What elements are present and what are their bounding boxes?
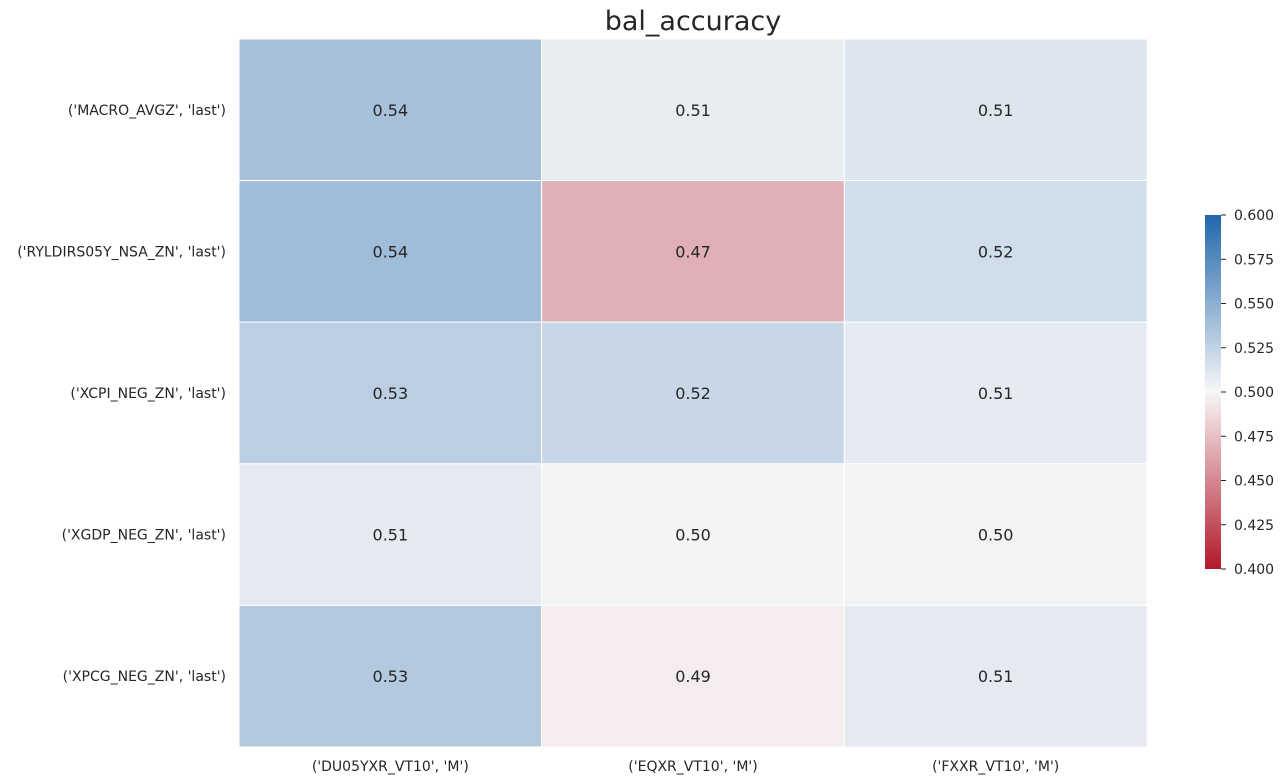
colorbar-tick-label: 0.600 xyxy=(1234,208,1274,224)
heatmap-cells xyxy=(238,38,1148,748)
colorbar-gradient xyxy=(1205,215,1221,569)
cell-value-label: 0.49 xyxy=(675,667,711,686)
y-tick-labels: ('MACRO_AVGZ', 'last') ('RYLDIRS05Y_NSA_Z… xyxy=(17,103,226,685)
heatmap-cell xyxy=(238,321,543,465)
x-tick-label: ('DU05YXR_VT10', 'M') xyxy=(312,759,469,775)
x-tick-label: ('FXXR_VT10', 'M') xyxy=(932,759,1059,775)
heatmap-cell xyxy=(238,38,543,182)
cell-value-label: 0.50 xyxy=(675,526,711,545)
x-tick-labels: ('DU05YXR_VT10', 'M') ('EQXR_VT10', 'M') (… xyxy=(312,759,1059,775)
heatmap-cell xyxy=(843,463,1148,606)
colorbar-tick-label: 0.475 xyxy=(1234,429,1274,445)
y-tick-label: ('RYLDIRS05Y_NSA_ZN', 'last') xyxy=(17,244,226,260)
cell-value-label: 0.51 xyxy=(978,101,1014,120)
cell-value-label: 0.53 xyxy=(373,667,409,686)
y-tick-label: ('MACRO_AVGZ', 'last') xyxy=(68,103,226,119)
cell-value-label: 0.52 xyxy=(978,242,1014,261)
heatmap-cell xyxy=(238,604,543,748)
heatmap-cell xyxy=(541,38,845,182)
cell-value-label: 0.52 xyxy=(675,384,711,403)
cell-annotations: 0.54 0.51 0.51 0.54 0.47 0.52 0.53 0.52 0.51 0.51… xyxy=(373,101,1014,686)
colorbar-tick-label: 0.575 xyxy=(1234,252,1274,268)
x-tick-label: ('EQXR_VT10', 'M') xyxy=(628,759,757,775)
colorbar-tick-label: 0.500 xyxy=(1234,385,1274,401)
y-tick-label: ('XPCG_NEG_ZN', 'last') xyxy=(63,669,226,685)
colorbar-tick-label: 0.425 xyxy=(1234,518,1274,534)
chart-title: bal_accuracy xyxy=(605,6,782,37)
heatmap-cell xyxy=(541,321,845,465)
heatmap-cell xyxy=(541,180,845,323)
heatmap-cell xyxy=(843,604,1148,748)
colorbar-tick-label: 0.550 xyxy=(1234,297,1274,313)
cell-value-label: 0.54 xyxy=(373,101,409,120)
colorbar-tick-label: 0.525 xyxy=(1234,341,1274,357)
cell-value-label: 0.53 xyxy=(373,384,409,403)
colorbar: 0.400 0.425 0.450 0.475 0.500 0.525 0.550 0.575… xyxy=(1205,208,1274,578)
cell-value-label: 0.51 xyxy=(978,667,1014,686)
cell-value-label: 0.54 xyxy=(373,242,409,261)
y-tick-label: ('XCPI_NEG_ZN', 'last') xyxy=(70,386,226,402)
heatmap-cell xyxy=(843,38,1148,182)
cell-value-label: 0.50 xyxy=(978,526,1014,545)
colorbar-ticks: 0.400 0.425 0.450 0.475 0.500 0.525 0.550 0.575… xyxy=(1221,208,1274,578)
heatmap-cell xyxy=(238,463,543,606)
cell-value-label: 0.47 xyxy=(675,242,711,261)
y-tick-label: ('XGDP_NEG_ZN', 'last') xyxy=(62,528,226,544)
cell-value-label: 0.51 xyxy=(373,526,409,545)
cell-value-label: 0.51 xyxy=(675,101,711,120)
colorbar-tick-label: 0.400 xyxy=(1234,562,1274,578)
colorbar-tick-label: 0.450 xyxy=(1234,474,1274,490)
heatmap-cell xyxy=(238,180,543,323)
heatmap-cell xyxy=(843,180,1148,323)
heatmap-cell xyxy=(541,604,845,748)
cell-value-label: 0.51 xyxy=(978,384,1014,403)
